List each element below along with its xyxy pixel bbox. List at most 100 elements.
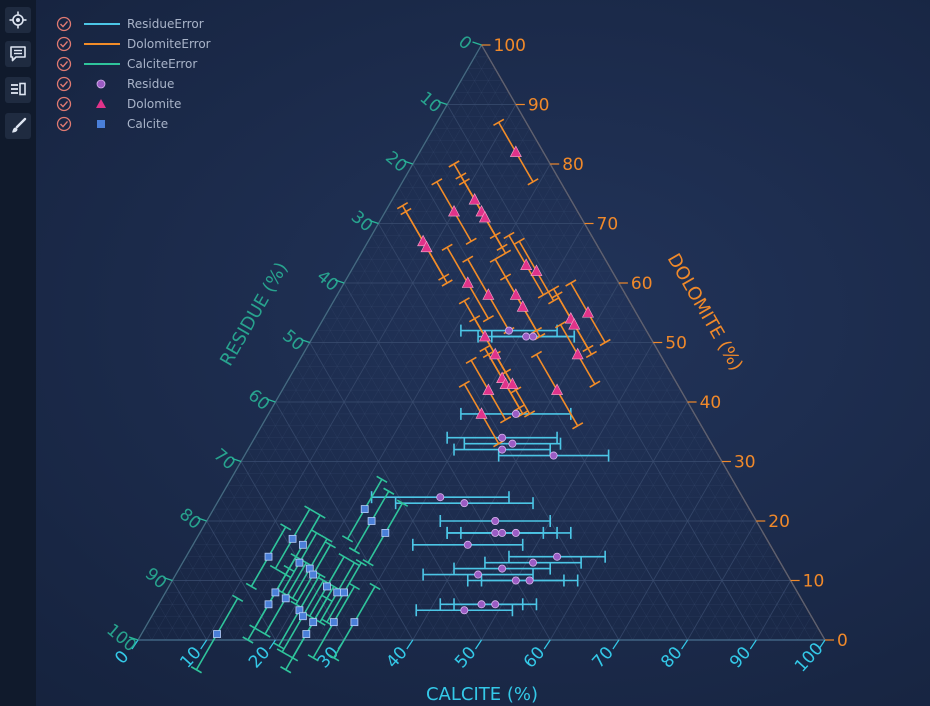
dolomite-point[interactable]: [475, 407, 488, 419]
residue-point[interactable]: [525, 576, 534, 585]
check-circle-icon[interactable]: [56, 56, 72, 72]
residue-point[interactable]: [529, 558, 538, 567]
residue-point[interactable]: [460, 499, 469, 508]
legend-item-dolomite[interactable]: Dolomite: [56, 96, 182, 112]
theme-button[interactable]: [5, 113, 31, 139]
calcite-point[interactable]: [302, 630, 311, 638]
residue-point[interactable]: [491, 600, 500, 609]
calcite-point[interactable]: [281, 594, 290, 603]
dolomite-point[interactable]: [468, 193, 481, 205]
residue-point[interactable]: [474, 570, 483, 579]
dolomite-point[interactable]: [530, 264, 543, 276]
legend-item-dolomiteerror[interactable]: DolomiteError: [56, 36, 211, 52]
residue-point[interactable]: [511, 409, 520, 418]
check-circle-icon[interactable]: [56, 76, 72, 92]
calcite-point[interactable]: [213, 630, 221, 638]
calcite-point[interactable]: [295, 558, 304, 567]
check-circle-icon[interactable]: [56, 116, 72, 132]
calcite-point[interactable]: [264, 600, 273, 609]
residue-point[interactable]: [498, 433, 507, 442]
error-bar-cap: [314, 511, 326, 519]
calcite-point[interactable]: [329, 618, 338, 627]
residue-point[interactable]: [511, 576, 520, 585]
calcite-point[interactable]: [298, 540, 307, 549]
calcite-point[interactable]: [367, 517, 376, 525]
error-bar-cap: [280, 523, 292, 531]
check-circle-icon[interactable]: [56, 96, 72, 112]
grid-line-calcite: [797, 616, 812, 641]
residue-point[interactable]: [508, 439, 517, 448]
residue-point[interactable]: [498, 564, 507, 573]
grid-line-residue: [192, 544, 249, 641]
calcite-point[interactable]: [381, 529, 390, 537]
residue-tick-label: 50: [278, 326, 307, 355]
legend-item-calciteerror[interactable]: CalciteError: [56, 56, 198, 72]
calcite-point[interactable]: [288, 534, 297, 543]
dolomite-point[interactable]: [420, 240, 433, 253]
dolomite-point[interactable]: [482, 383, 495, 395]
grid-line-calcite: [549, 401, 688, 641]
residue-point[interactable]: [491, 517, 500, 526]
residue-point[interactable]: [460, 606, 469, 615]
residue-point[interactable]: [498, 445, 507, 454]
calcite-point[interactable]: [309, 570, 318, 579]
error-bar-cap: [441, 243, 453, 251]
grid-line-calcite: [467, 330, 647, 641]
dolomite-point[interactable]: [478, 329, 491, 342]
calcite-point[interactable]: [350, 618, 359, 627]
residue-point[interactable]: [498, 528, 507, 537]
dolomite-point[interactable]: [516, 300, 529, 312]
legend-toggle-button[interactable]: [5, 77, 31, 103]
legend-item-residue[interactable]: Residue: [56, 76, 175, 92]
residue-point[interactable]: [529, 332, 538, 341]
dolomite-point[interactable]: [509, 145, 522, 157]
calcite-point[interactable]: [264, 552, 273, 561]
dolomite-tick-label: 60: [631, 274, 653, 294]
dolomite-point[interactable]: [509, 288, 522, 300]
calcite-point[interactable]: [340, 588, 349, 597]
dolomite-tick-label: 40: [700, 393, 722, 413]
legend-item-residueerror[interactable]: ResidueError: [56, 16, 204, 32]
residue-point[interactable]: [477, 600, 486, 609]
dolomite-point[interactable]: [489, 347, 502, 360]
dolomite-point[interactable]: [506, 377, 519, 389]
zoom-to-fit-button[interactable]: [5, 7, 31, 33]
dolomite-point[interactable]: [581, 306, 594, 318]
grid-line-residue: [185, 556, 235, 641]
dolomite-point[interactable]: [571, 347, 584, 360]
check-circle-icon[interactable]: [56, 36, 72, 52]
grid-line-calcite: [495, 354, 661, 641]
error-bar-cap: [482, 350, 494, 359]
residue-tick-mark: [231, 457, 242, 463]
calcite-point[interactable]: [298, 612, 307, 621]
residue-point[interactable]: [553, 552, 562, 561]
grid-line-residue: [337, 294, 537, 641]
dolomite-point[interactable]: [568, 318, 581, 330]
legend-item-calcite[interactable]: Calcite: [56, 116, 169, 132]
dolomite-point[interactable]: [482, 288, 495, 300]
grid-line-calcite: [769, 592, 798, 641]
dolomite-point[interactable]: [461, 276, 474, 288]
grid-line-calcite: [618, 461, 723, 641]
dolomite-point[interactable]: [520, 258, 533, 270]
calcite-point[interactable]: [271, 588, 280, 597]
calcite-point[interactable]: [333, 588, 342, 597]
calcite-point[interactable]: [360, 505, 369, 514]
residue-point[interactable]: [436, 493, 445, 502]
residue-point[interactable]: [549, 451, 558, 460]
residue-point[interactable]: [504, 326, 513, 335]
check-circle-icon[interactable]: [56, 16, 72, 32]
comment-icon: [10, 46, 26, 62]
annotations-button[interactable]: [5, 41, 31, 67]
dolomite-point[interactable]: [478, 210, 491, 223]
calcite-point[interactable]: [323, 582, 331, 591]
calcite-point[interactable]: [309, 618, 318, 627]
dolomite-point[interactable]: [551, 383, 564, 395]
residue-point[interactable]: [463, 540, 472, 549]
dolomite-point[interactable]: [448, 204, 461, 217]
residue-point[interactable]: [522, 332, 531, 341]
residue-point[interactable]: [511, 528, 520, 537]
residue-point[interactable]: [491, 528, 500, 537]
